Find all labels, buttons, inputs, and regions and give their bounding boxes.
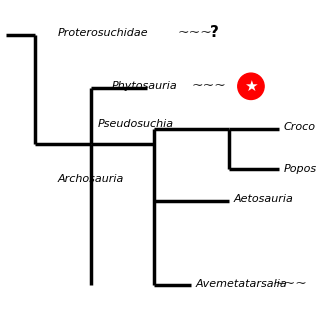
Text: Croco: Croco	[284, 122, 316, 132]
Text: ~~~: ~~~	[273, 277, 308, 291]
Text: Archosauria: Archosauria	[58, 174, 124, 184]
Text: ~~~: ~~~	[191, 79, 226, 93]
Text: Popos: Popos	[284, 164, 317, 174]
Text: Pseudosuchia: Pseudosuchia	[97, 119, 173, 129]
Circle shape	[238, 73, 264, 100]
Text: Avemetatarsalia: Avemetatarsalia	[196, 279, 288, 289]
Text: ★: ★	[244, 79, 258, 94]
Text: ~~~: ~~~	[177, 26, 212, 40]
Text: ?: ?	[210, 26, 219, 41]
Text: Phytosauria: Phytosauria	[111, 81, 177, 91]
Text: Aetosauria: Aetosauria	[234, 194, 293, 204]
Text: Proterosuchidae: Proterosuchidae	[58, 28, 149, 38]
